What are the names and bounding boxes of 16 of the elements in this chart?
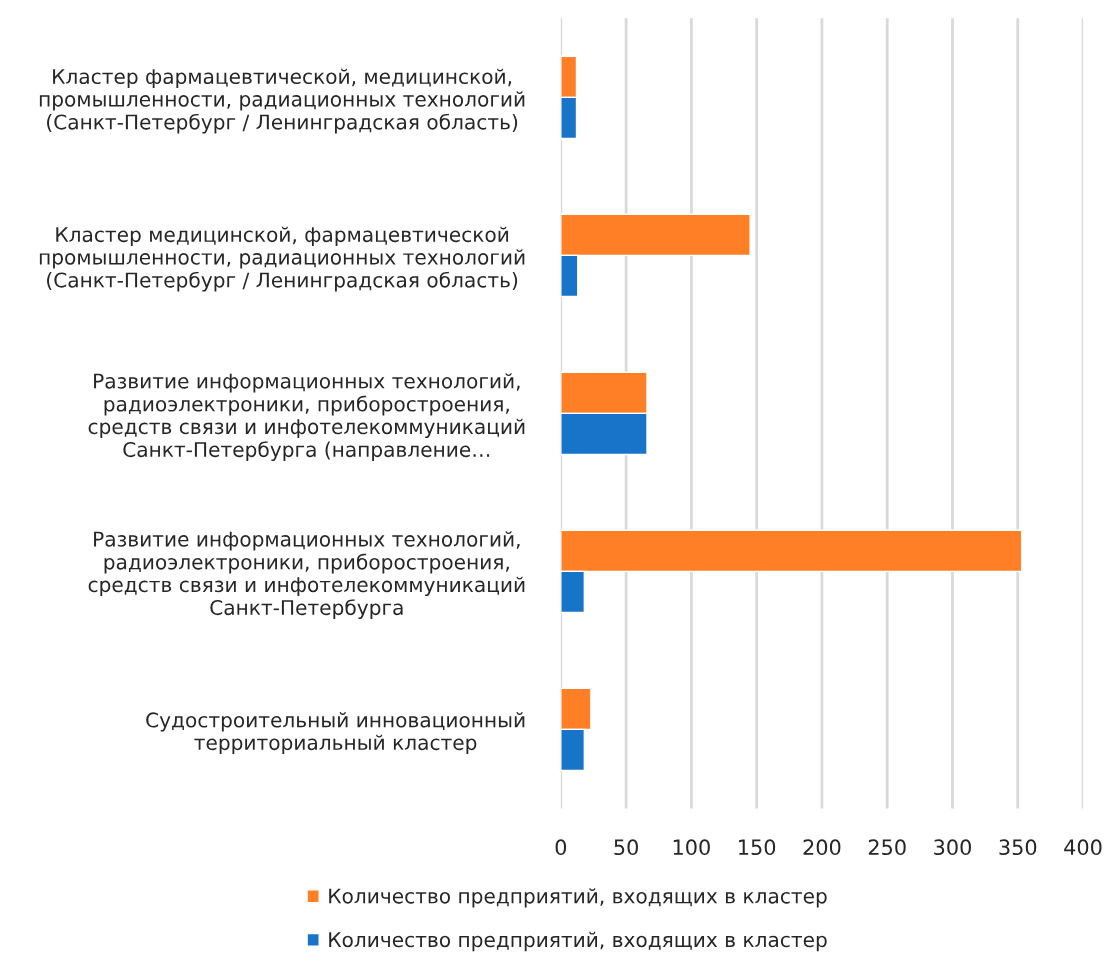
x-tick-label: 100 xyxy=(673,839,710,856)
x-tick-label: 300 xyxy=(934,839,971,856)
y-tick-label: Развитие информационных технологий, радиоэлектроники, приборостроения, средств связи и инфотелекоммуникаций Санкт-Петербурга (направление… xyxy=(88,373,525,462)
x-tick-label: 150 xyxy=(739,839,776,856)
legend-label: Количество предприятий, входящих в кластер xyxy=(329,888,827,908)
x-tick-label: 350 xyxy=(999,839,1037,856)
x-tick-label: 250 xyxy=(868,839,906,856)
x-tick-label: 400 xyxy=(1064,839,1102,856)
legend-label: Количество предприятий, входящих в кластер xyxy=(329,931,827,952)
y-tick-label: Развитие информационных технологий, радиоэлектроники, приборостроения, средств связи и инфотелекоммуникаций Санкт-Петербурга xyxy=(88,531,525,620)
y-tick-label: Судостроительный инновационный территориальный кластер xyxy=(146,712,525,755)
x-tick-label: 50 xyxy=(614,839,638,856)
x-tick-label: 200 xyxy=(803,839,841,856)
y-tick-label: Кластер фармацевтической, медицинской, промышленности, радиационных технологий (Санкт-Петербург / Ленинградская область) xyxy=(39,68,525,134)
y-tick-label: Кластер медицинской, фармацевтической промышленности, радиационных технологий (Санкт-Петербург / Ленинградская область) xyxy=(39,226,525,292)
x-tick-label: 0 xyxy=(555,839,567,856)
